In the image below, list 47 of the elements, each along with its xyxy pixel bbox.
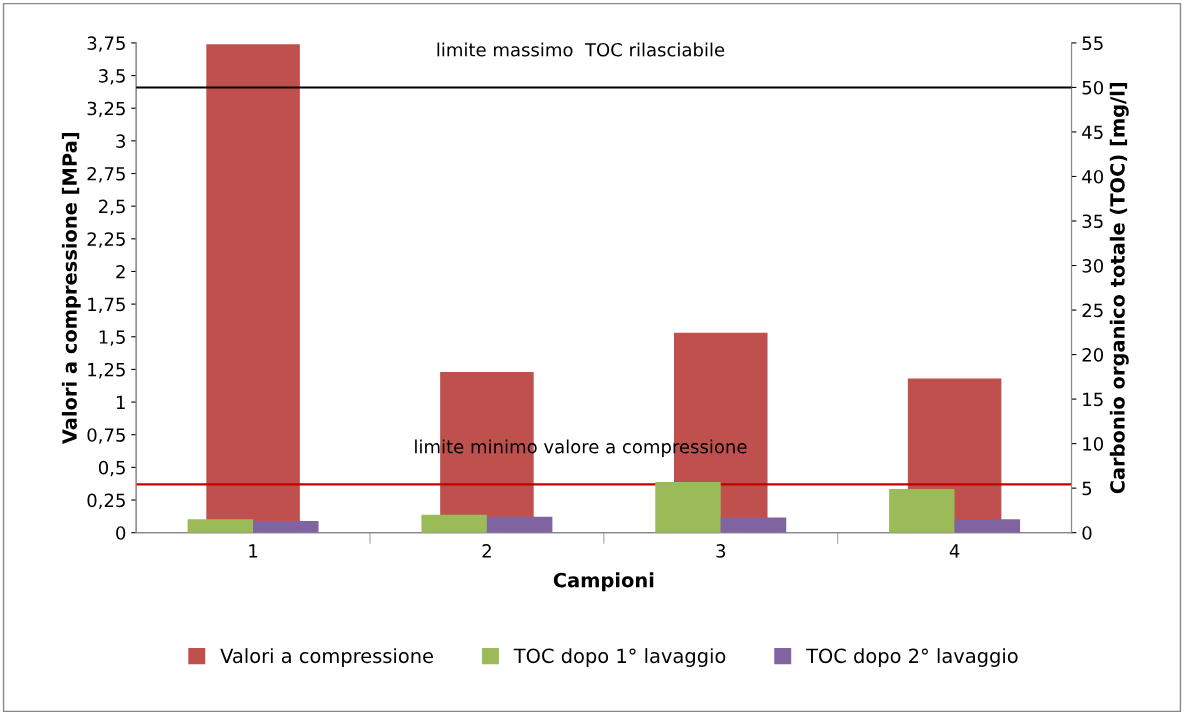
y-tick-label: 3 <box>116 134 125 148</box>
y-tick-label: 2 <box>116 264 125 279</box>
y2-tick-label: 45 <box>1082 125 1103 140</box>
bar <box>187 519 254 533</box>
y2-tick-label: 15 <box>1083 392 1103 407</box>
bar <box>720 517 787 533</box>
legend-label: TOC dopo 1° lavaggio <box>513 648 726 667</box>
y-axis-title: Valori a compressione [MPa] <box>61 133 81 445</box>
bar <box>253 521 319 533</box>
y-tick-label: 0,75 <box>87 428 125 444</box>
x-tick-label: 3 <box>716 544 726 558</box>
y-tick-label: 1,75 <box>88 297 125 314</box>
y-tick-label: 2,75 <box>87 166 125 183</box>
x-axis-title: Campioni <box>553 572 654 592</box>
ref-line-label: limite massimo TOC rilasciabile <box>437 42 725 57</box>
bar <box>954 519 1021 533</box>
bar <box>655 481 721 533</box>
y-tick-label: 1 <box>116 395 125 409</box>
y2-axis-title: Carbonio organico totale (TOC) [mg/l] <box>1109 82 1129 494</box>
y-tick-label: 0,5 <box>98 460 125 477</box>
y2-tick-label: 5 <box>1082 481 1092 496</box>
bar <box>421 514 487 533</box>
y-tick-label: 3,25 <box>87 101 125 118</box>
y-tick-label: 1,25 <box>88 362 125 379</box>
y-tick-label: 3,5 <box>99 69 125 85</box>
y-tick-label: 1,5 <box>99 330 125 346</box>
y2-tick-label: 25 <box>1082 303 1103 318</box>
y2-tick-label: 20 <box>1082 348 1104 362</box>
y2-tick-label: 30 <box>1082 258 1104 273</box>
x-tick-label: 4 <box>949 544 960 558</box>
x-tick-label: 1 <box>249 544 258 558</box>
y2-tick-label: 40 <box>1082 169 1104 184</box>
y2-tick-label: 50 <box>1082 80 1104 95</box>
legend-label: TOC dopo 2° lavaggio <box>806 648 1018 667</box>
bar <box>486 516 553 533</box>
y-tick-label: 0,25 <box>87 493 125 509</box>
y-tick-label: 3,75 <box>87 36 125 52</box>
y2-tick-label: 0 <box>1082 526 1092 540</box>
y2-tick-label: 10 <box>1083 437 1104 451</box>
x-tick-label: 2 <box>482 544 491 558</box>
y-tick-label: 2,5 <box>99 199 125 216</box>
bar <box>889 489 955 533</box>
y-tick-label: 0 <box>116 526 126 540</box>
y-tick-label: 2,25 <box>87 232 125 248</box>
y2-tick-label: 35 <box>1082 214 1103 229</box>
legend-label: Valori a compressione <box>220 648 433 667</box>
y2-tick-label: 55 <box>1082 36 1103 51</box>
